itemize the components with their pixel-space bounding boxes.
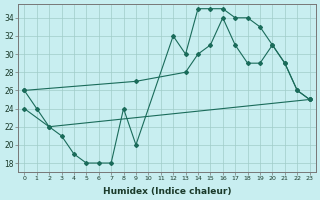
- X-axis label: Humidex (Indice chaleur): Humidex (Indice chaleur): [103, 187, 231, 196]
